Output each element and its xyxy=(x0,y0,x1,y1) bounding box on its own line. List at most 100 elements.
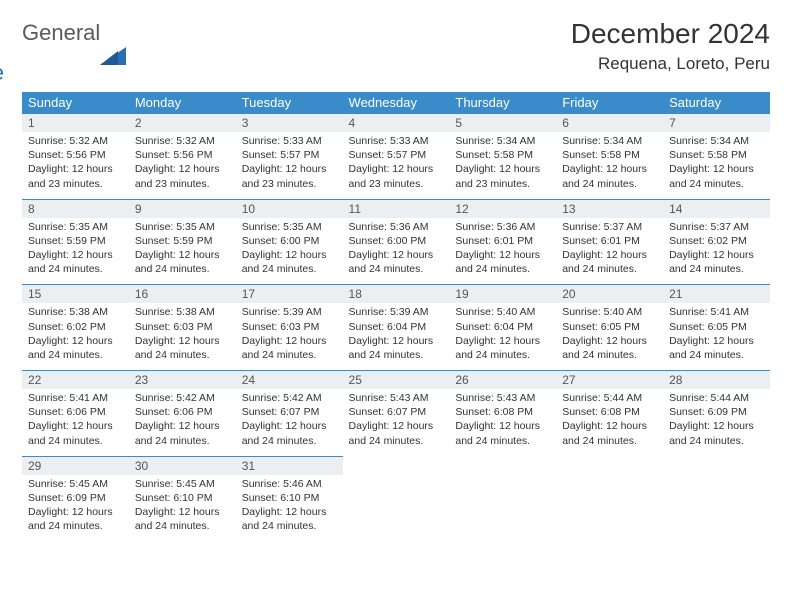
day-detail: Sunrise: 5:35 AMSunset: 5:59 PMDaylight:… xyxy=(22,218,129,285)
day-number: 10 xyxy=(236,199,343,218)
day-header: Monday xyxy=(129,92,236,114)
sunrise-text: Sunrise: 5:41 AM xyxy=(28,391,123,405)
day-number-row: 1234567 xyxy=(22,114,770,133)
sunset-text: Sunset: 5:56 PM xyxy=(135,148,230,162)
daylight-text: Daylight: 12 hours xyxy=(669,419,764,433)
sunrise-text: Sunrise: 5:36 AM xyxy=(455,220,550,234)
day-number: 23 xyxy=(129,371,236,390)
sunrise-text: Sunrise: 5:36 AM xyxy=(349,220,444,234)
empty-cell xyxy=(449,475,556,542)
day-detail: Sunrise: 5:40 AMSunset: 6:04 PMDaylight:… xyxy=(449,303,556,370)
sunset-text: Sunset: 6:05 PM xyxy=(562,320,657,334)
sunset-text: Sunset: 6:02 PM xyxy=(669,234,764,248)
sunrise-text: Sunrise: 5:33 AM xyxy=(349,134,444,148)
daylight-text: Daylight: 12 hours xyxy=(28,248,123,262)
sunset-text: Sunset: 6:04 PM xyxy=(349,320,444,334)
sunrise-text: Sunrise: 5:44 AM xyxy=(669,391,764,405)
day-detail: Sunrise: 5:37 AMSunset: 6:02 PMDaylight:… xyxy=(663,218,770,285)
day-number: 13 xyxy=(556,199,663,218)
day-detail: Sunrise: 5:41 AMSunset: 6:06 PMDaylight:… xyxy=(22,389,129,456)
day-number: 4 xyxy=(343,114,450,133)
daylight-text: and 24 minutes. xyxy=(349,348,444,362)
title-block: December 2024 Requena, Loreto, Peru xyxy=(571,18,770,74)
daylight-text: and 24 minutes. xyxy=(669,177,764,191)
daylight-text: Daylight: 12 hours xyxy=(455,334,550,348)
sunrise-text: Sunrise: 5:35 AM xyxy=(242,220,337,234)
daylight-text: and 24 minutes. xyxy=(455,262,550,276)
day-detail: Sunrise: 5:33 AMSunset: 5:57 PMDaylight:… xyxy=(343,132,450,199)
day-detail: Sunrise: 5:45 AMSunset: 6:09 PMDaylight:… xyxy=(22,475,129,542)
daylight-text: Daylight: 12 hours xyxy=(242,334,337,348)
day-number: 19 xyxy=(449,285,556,304)
sunset-text: Sunset: 6:01 PM xyxy=(562,234,657,248)
logo: General Blue xyxy=(22,22,126,84)
daylight-text: Daylight: 12 hours xyxy=(28,505,123,519)
sunrise-text: Sunrise: 5:37 AM xyxy=(669,220,764,234)
day-number: 9 xyxy=(129,199,236,218)
sunrise-text: Sunrise: 5:39 AM xyxy=(242,305,337,319)
sunset-text: Sunset: 5:58 PM xyxy=(669,148,764,162)
day-header: Thursday xyxy=(449,92,556,114)
sunset-text: Sunset: 5:58 PM xyxy=(455,148,550,162)
daylight-text: and 24 minutes. xyxy=(135,262,230,276)
day-detail-row: Sunrise: 5:32 AMSunset: 5:56 PM Daylight:… xyxy=(22,132,770,199)
daylight-text: Daylight: 12 hours xyxy=(349,334,444,348)
daylight-text: and 24 minutes. xyxy=(135,434,230,448)
sunrise-text: Sunrise: 5:40 AM xyxy=(562,305,657,319)
day-number: 22 xyxy=(22,371,129,390)
daylight-text: Daylight: 12 hours xyxy=(669,162,764,176)
daylight-text: Daylight: 12 hours xyxy=(455,248,550,262)
sunrise-text: Sunrise: 5:43 AM xyxy=(455,391,550,405)
sunset-text: Sunset: 6:02 PM xyxy=(28,320,123,334)
daylight-text: and 24 minutes. xyxy=(669,348,764,362)
day-number-row: 293031 xyxy=(22,456,770,475)
daylight-text: and 24 minutes. xyxy=(669,262,764,276)
day-detail: Sunrise: 5:40 AMSunset: 6:05 PMDaylight:… xyxy=(556,303,663,370)
daylight-text: Daylight: 12 hours xyxy=(242,419,337,433)
sunrise-text: Sunrise: 5:34 AM xyxy=(562,134,657,148)
day-detail: Sunrise: 5:35 AMSunset: 5:59 PMDaylight:… xyxy=(129,218,236,285)
sunset-text: Sunset: 6:03 PM xyxy=(242,320,337,334)
day-number: 7 xyxy=(663,114,770,133)
day-number: 20 xyxy=(556,285,663,304)
month-title: December 2024 xyxy=(571,18,770,50)
day-number: 28 xyxy=(663,371,770,390)
day-detail: Sunrise: 5:37 AMSunset: 6:01 PMDaylight:… xyxy=(556,218,663,285)
day-number: 11 xyxy=(343,199,450,218)
sunrise-text: Sunrise: 5:34 AM xyxy=(669,134,764,148)
day-detail: Sunrise: 5:45 AMSunset: 6:10 PMDaylight:… xyxy=(129,475,236,542)
day-detail: Sunrise: 5:41 AMSunset: 6:05 PMDaylight:… xyxy=(663,303,770,370)
day-detail: Sunrise: 5:44 AMSunset: 6:09 PMDaylight:… xyxy=(663,389,770,456)
empty-cell xyxy=(343,456,450,475)
daylight-text: and 24 minutes. xyxy=(562,348,657,362)
sunset-text: Sunset: 5:57 PM xyxy=(242,148,337,162)
sunrise-text: Sunrise: 5:33 AM xyxy=(242,134,337,148)
sunset-text: Sunset: 6:09 PM xyxy=(28,491,123,505)
day-number: 29 xyxy=(22,456,129,475)
daylight-text: and 24 minutes. xyxy=(562,177,657,191)
logo-text-blue: Blue xyxy=(0,62,100,84)
daylight-text: and 23 minutes. xyxy=(242,177,337,191)
day-detail: Sunrise: 5:43 AMSunset: 6:08 PMDaylight:… xyxy=(449,389,556,456)
day-number: 3 xyxy=(236,114,343,133)
day-number: 1 xyxy=(22,114,129,133)
day-number: 18 xyxy=(343,285,450,304)
sunrise-text: Sunrise: 5:35 AM xyxy=(135,220,230,234)
day-number: 6 xyxy=(556,114,663,133)
sunset-text: Sunset: 5:57 PM xyxy=(349,148,444,162)
daylight-text: and 24 minutes. xyxy=(349,262,444,276)
day-header: Saturday xyxy=(663,92,770,114)
calendar-table: Sunday Monday Tuesday Wednesday Thursday… xyxy=(22,92,770,541)
daylight-text: Daylight: 12 hours xyxy=(28,334,123,348)
daylight-text: Daylight: 12 hours xyxy=(349,248,444,262)
sunset-text: Sunset: 6:06 PM xyxy=(135,405,230,419)
daylight-text: and 23 minutes. xyxy=(349,177,444,191)
daylight-text: and 24 minutes. xyxy=(242,519,337,533)
day-detail: Sunrise: 5:32 AMSunset: 5:56 PMDaylight:… xyxy=(22,132,129,199)
daylight-text: Daylight: 12 hours xyxy=(135,505,230,519)
day-number: 17 xyxy=(236,285,343,304)
daylight-text: Daylight: 12 hours xyxy=(349,419,444,433)
daylight-text: Daylight: 12 hours xyxy=(135,248,230,262)
sunrise-text: Sunrise: 5:32 AM xyxy=(135,134,230,148)
day-detail: Sunrise: 5:39 AMSunset: 6:03 PMDaylight:… xyxy=(236,303,343,370)
